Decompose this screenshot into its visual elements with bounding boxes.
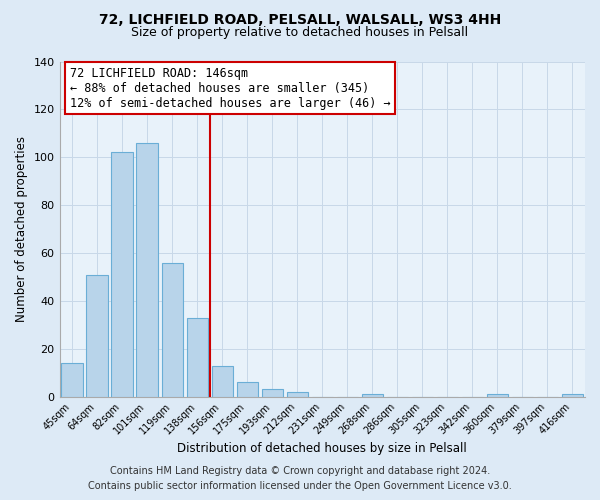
Bar (136, 143, 158, 397)
Bar (112, 152, 133, 396)
Text: 72, LICHFIELD ROAD, PELSALL, WALSALL, WS3 4HH: 72, LICHFIELD ROAD, PELSALL, WALSALL, WS… (99, 12, 501, 26)
Bar (487, 394, 508, 396)
Y-axis label: Number of detached properties: Number of detached properties (15, 136, 28, 322)
Bar (61, 363, 83, 396)
Bar (262, 390, 283, 396)
Bar (86, 274, 108, 396)
Bar (362, 394, 383, 396)
Bar (187, 318, 208, 396)
Text: Contains HM Land Registry data © Crown copyright and database right 2024.
Contai: Contains HM Land Registry data © Crown c… (88, 466, 512, 491)
Bar (212, 366, 233, 396)
Bar (562, 394, 583, 396)
Bar (161, 262, 183, 396)
Bar (236, 382, 258, 396)
Text: 72 LICHFIELD ROAD: 146sqm
← 88% of detached houses are smaller (345)
12% of semi: 72 LICHFIELD ROAD: 146sqm ← 88% of detac… (70, 66, 391, 110)
Text: Size of property relative to detached houses in Pelsall: Size of property relative to detached ho… (131, 26, 469, 39)
Bar (287, 392, 308, 396)
X-axis label: Distribution of detached houses by size in Pelsall: Distribution of detached houses by size … (178, 442, 467, 455)
